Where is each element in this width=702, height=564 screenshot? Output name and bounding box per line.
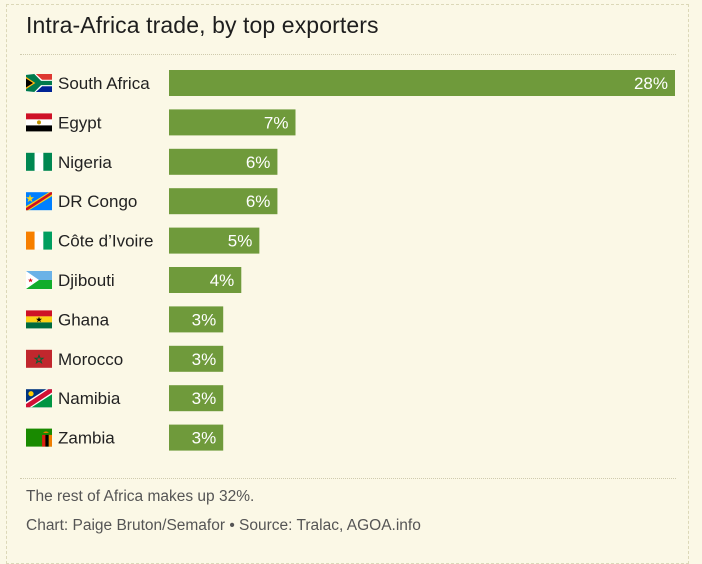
value-label-morocco: 3% [192, 350, 217, 369]
bar-namibia [169, 385, 224, 412]
south-africa-flag-icon [26, 74, 52, 92]
namibia-flag-icon [26, 389, 52, 408]
dr-congo-flag-icon [26, 192, 52, 211]
ghana-flag-icon [26, 310, 52, 329]
category-label-nigeria: Nigeria [58, 153, 112, 172]
value-label-cote-divoire: 5% [228, 232, 253, 251]
bar-ghana [169, 306, 224, 333]
category-label-ghana: Ghana [58, 310, 110, 329]
bar-south-africa [169, 70, 675, 96]
value-label-namibia: 3% [192, 389, 217, 408]
bar-egypt [169, 109, 296, 136]
value-label-nigeria: 6% [246, 153, 271, 172]
bar-nigeria [169, 148, 278, 175]
footer-divider [20, 478, 676, 479]
category-label-cote-divoire: Côte d’Ivoire [58, 232, 153, 251]
footer-note: The rest of Africa makes up 32%. [26, 488, 255, 505]
djibouti-flag-icon [26, 271, 52, 289]
value-label-zambia: 3% [192, 429, 217, 448]
category-label-djibouti: Djibouti [58, 271, 115, 290]
bar-chart: South Africa 28% Egypt 7% Nigeria 6% DR Congo 6… [26, 70, 675, 451]
egypt-flag-icon [26, 113, 52, 132]
chart-credit: Chart: Paige Bruton/Semafor • Source: Tr… [26, 517, 421, 534]
value-label-djibouti: 4% [210, 271, 235, 290]
category-label-south-africa: South Africa [58, 74, 150, 93]
bar-dr-congo [169, 188, 278, 215]
bar-zambia [169, 424, 224, 451]
cote-divoire-flag-icon [26, 231, 52, 250]
morocco-flag-icon [26, 349, 52, 368]
bar-morocco [169, 345, 224, 372]
category-label-morocco: Morocco [58, 350, 123, 369]
category-label-dr-congo: DR Congo [58, 192, 137, 211]
bar-cote-divoire [169, 227, 260, 254]
category-label-zambia: Zambia [58, 429, 115, 448]
zambia-flag-icon [26, 428, 52, 447]
category-label-egypt: Egypt [58, 113, 102, 132]
nigeria-flag-icon [26, 152, 52, 171]
value-label-dr-congo: 6% [246, 192, 271, 211]
value-label-south-africa: 28% [634, 74, 668, 93]
value-label-ghana: 3% [192, 310, 217, 329]
value-label-egypt: 7% [264, 113, 289, 132]
chart-title: Intra-Africa trade, by top exporters [26, 12, 379, 38]
bar-djibouti [169, 267, 242, 293]
category-label-namibia: Namibia [58, 389, 121, 408]
title-divider [20, 54, 676, 55]
